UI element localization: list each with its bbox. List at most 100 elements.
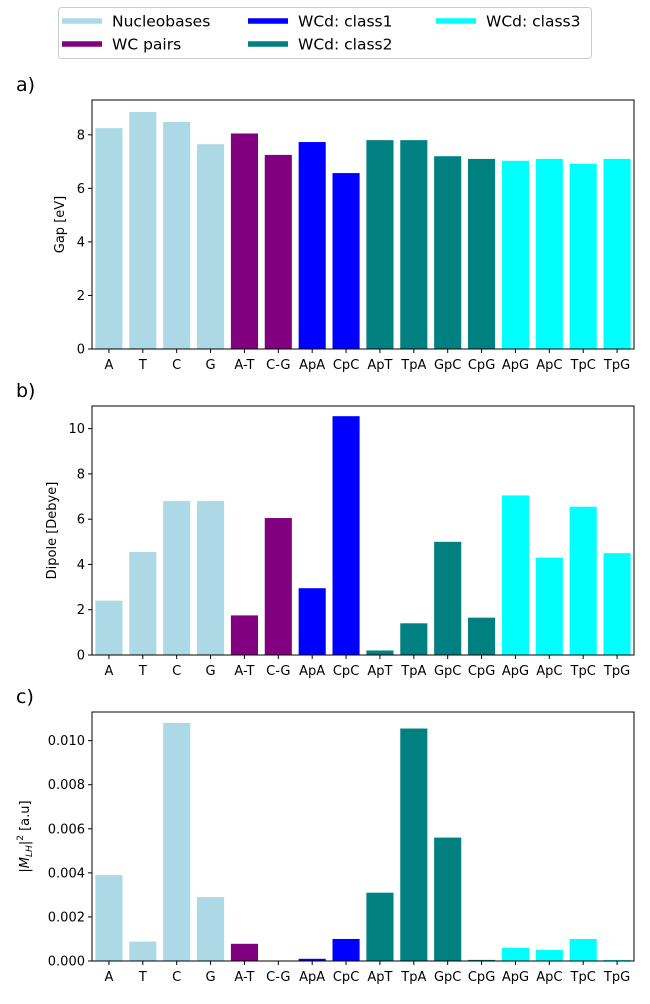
bar-CpC xyxy=(332,938,360,961)
y-tick-label: 2 xyxy=(77,603,85,618)
bar-ApG xyxy=(501,495,529,655)
bar-TpC xyxy=(569,163,597,349)
bar-A xyxy=(95,128,123,349)
bar-ApA xyxy=(298,958,326,961)
x-tick-label: G xyxy=(206,358,216,373)
legend-item: Nucleobases xyxy=(62,13,210,31)
x-tick-label: TpC xyxy=(570,664,596,679)
bar-CpG xyxy=(468,959,496,961)
x-tick-label: CpC xyxy=(333,970,359,985)
legend-item: WCd: class3 xyxy=(436,13,580,31)
x-tick-label: ApC xyxy=(536,970,562,985)
bar-ApG xyxy=(501,947,529,961)
bar-CpG xyxy=(468,617,496,655)
plot-frame xyxy=(91,99,635,350)
x-tick-label: ApG xyxy=(502,664,529,679)
x-tick-label: GpC xyxy=(434,970,461,985)
legend: Nucleobases WC pairs WCd: class1 WCd: class… xyxy=(58,7,592,59)
x-tick-label: G xyxy=(206,970,216,985)
bar-TpA xyxy=(400,623,428,655)
bar-TpG xyxy=(603,553,631,655)
bar-A-T xyxy=(230,943,258,961)
bar-TpG xyxy=(603,158,631,349)
x-tick-label: C-G xyxy=(266,970,290,985)
bar-C xyxy=(163,723,191,961)
bar-T xyxy=(129,552,157,655)
bar-G xyxy=(197,501,225,655)
y-tick-label: 0.004 xyxy=(48,866,85,881)
y-tick-label: 0.006 xyxy=(48,822,85,837)
legend-item: WCd: class2 xyxy=(248,36,392,54)
y-tick-label: 6 xyxy=(77,182,85,197)
x-tick-label: T xyxy=(138,970,147,985)
x-tick-label: A xyxy=(104,970,113,985)
bar-C xyxy=(163,121,191,349)
x-tick-label: CpG xyxy=(468,358,495,373)
x-tick-label: C xyxy=(172,970,181,985)
x-tick-label: GpC xyxy=(434,358,461,373)
bar-G xyxy=(197,144,225,349)
y-axis-label-sub: LH xyxy=(25,845,35,857)
x-tick-label: ApA xyxy=(299,970,325,985)
x-tick-label: CpC xyxy=(333,664,359,679)
y-tick-label: 10 xyxy=(68,422,85,437)
x-tick-label: ApC xyxy=(536,664,562,679)
bar-A-T xyxy=(230,133,258,349)
bar-C-G xyxy=(264,518,292,655)
x-tick-label: ApG xyxy=(502,970,529,985)
bar-A-T xyxy=(230,615,258,655)
bar-ApT xyxy=(366,892,394,961)
y-tick-label: 8 xyxy=(77,467,85,482)
x-tick-label: ApA xyxy=(299,358,325,373)
x-tick-label: ApC xyxy=(536,358,562,373)
legend-label: WCd: class1 xyxy=(298,13,392,31)
x-tick-label: A-T xyxy=(234,358,254,373)
x-tick-label: T xyxy=(138,358,147,373)
x-tick-label: ApA xyxy=(299,664,325,679)
bar-ApA xyxy=(298,142,326,349)
bar-ApT xyxy=(366,140,394,349)
y-axis-label-bar: | xyxy=(18,841,33,845)
y-tick-label: 4 xyxy=(77,235,85,250)
legend-label: WC pairs xyxy=(112,36,181,54)
x-tick-label: A-T xyxy=(234,664,254,679)
y-tick-label: 0.002 xyxy=(48,910,85,925)
x-tick-label: TpG xyxy=(603,664,630,679)
x-tick-label: TpA xyxy=(400,664,426,679)
x-tick-label: TpA xyxy=(400,970,426,985)
x-tick-label: C xyxy=(172,358,181,373)
legend-label: Nucleobases xyxy=(112,13,210,31)
x-tick-label: C xyxy=(172,664,181,679)
x-tick-label: ApG xyxy=(502,358,529,373)
bar-TpC xyxy=(569,506,597,655)
y-axis-label: Gap [eV] xyxy=(53,196,68,253)
x-tick-label: TpC xyxy=(570,358,596,373)
legend-item: WCd: class1 xyxy=(248,13,392,31)
x-tick-label: A xyxy=(104,664,113,679)
x-tick-label: TpC xyxy=(570,970,596,985)
x-tick-label: ApT xyxy=(367,664,392,679)
bar-ApG xyxy=(501,160,529,349)
y-tick-label: 6 xyxy=(77,513,85,528)
panel-label: c) xyxy=(16,686,34,708)
bar-C-G xyxy=(264,154,292,349)
x-tick-label: T xyxy=(138,664,147,679)
plot-frame xyxy=(91,711,635,962)
y-tick-label: 0.010 xyxy=(48,734,85,749)
x-tick-label: GpC xyxy=(434,664,461,679)
x-tick-label: C-G xyxy=(266,358,290,373)
bar-A xyxy=(95,875,123,961)
x-tick-label: C-G xyxy=(266,664,290,679)
x-tick-label: TpG xyxy=(603,970,630,985)
x-tick-label: ApT xyxy=(367,970,392,985)
y-axis-label-unit: [a.u] xyxy=(18,800,33,835)
chart-panel-1: a) A T C G A-T C-G ApA CpC ApT TpA GpC CpG ApG ApC TpC T… xyxy=(16,74,635,373)
x-tick-label: CpC xyxy=(333,358,359,373)
y-axis-label-main: |M xyxy=(18,857,33,873)
bar-ApC xyxy=(535,557,563,655)
panel-label: a) xyxy=(16,74,35,96)
bar-CpC xyxy=(332,416,360,655)
bar-C xyxy=(163,501,191,655)
x-tick-label: A-T xyxy=(234,970,254,985)
y-axis-label: Dipole [Debye] xyxy=(45,482,60,580)
